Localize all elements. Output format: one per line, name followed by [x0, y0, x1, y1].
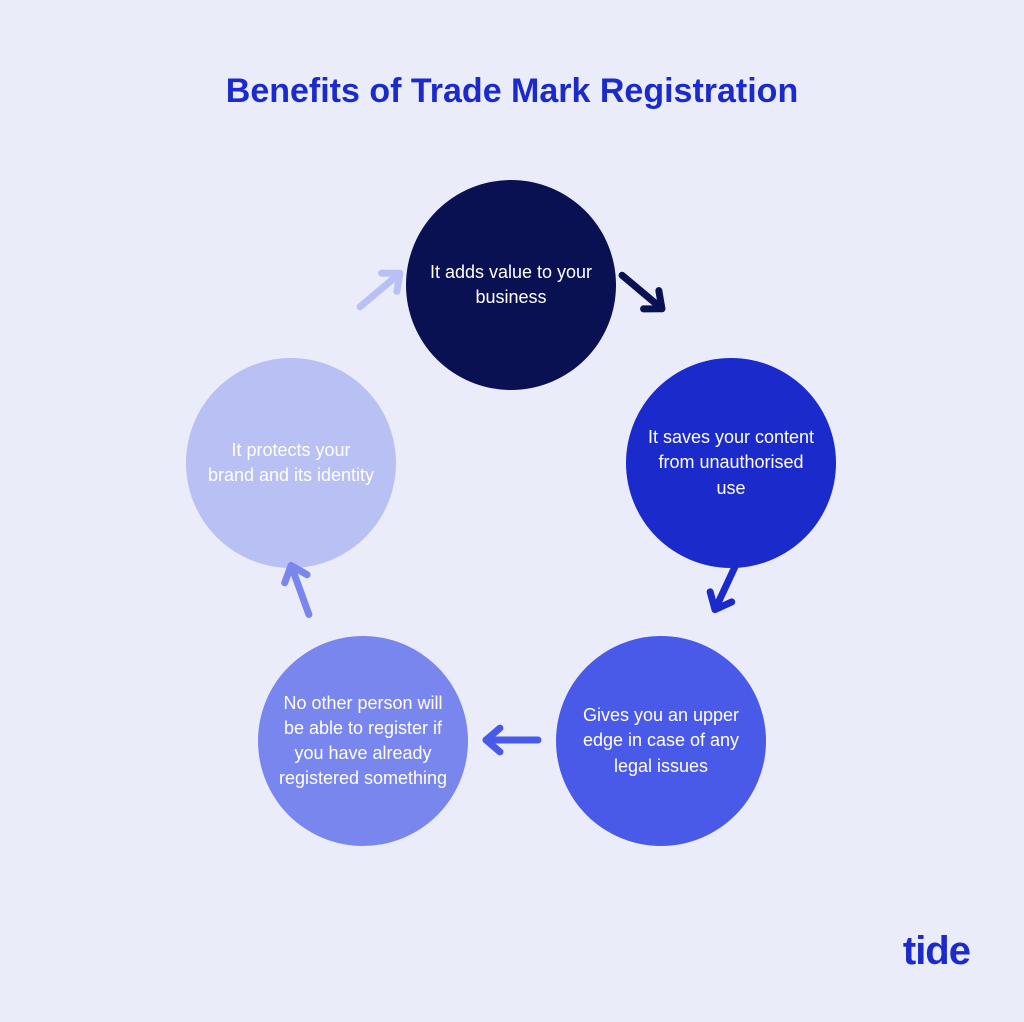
circle-benefit-4: No other person will be able to register…	[258, 636, 468, 846]
circle-benefit-2: It saves your content from unauthorised …	[626, 358, 836, 568]
arrow-5	[340, 250, 420, 330]
circle-text-2: It saves your content from unauthorised …	[646, 425, 816, 501]
arrow-4	[260, 550, 340, 630]
arrow-1	[602, 252, 682, 332]
circle-benefit-1: It adds value to your business	[406, 180, 616, 390]
arrow-2	[686, 546, 766, 626]
circle-text-3: Gives you an upper edge in case of any l…	[576, 703, 746, 779]
arrow-3	[472, 700, 552, 780]
circle-text-4: No other person will be able to register…	[278, 691, 448, 792]
circle-text-1: It adds value to your business	[426, 260, 596, 310]
circle-benefit-5: It protects your brand and its identity	[186, 358, 396, 568]
page-title: Benefits of Trade Mark Registration	[0, 72, 1024, 111]
brand-logo: tide	[903, 929, 970, 974]
circle-text-5: It protects your brand and its identity	[206, 438, 376, 488]
circle-benefit-3: Gives you an upper edge in case of any l…	[556, 636, 766, 846]
